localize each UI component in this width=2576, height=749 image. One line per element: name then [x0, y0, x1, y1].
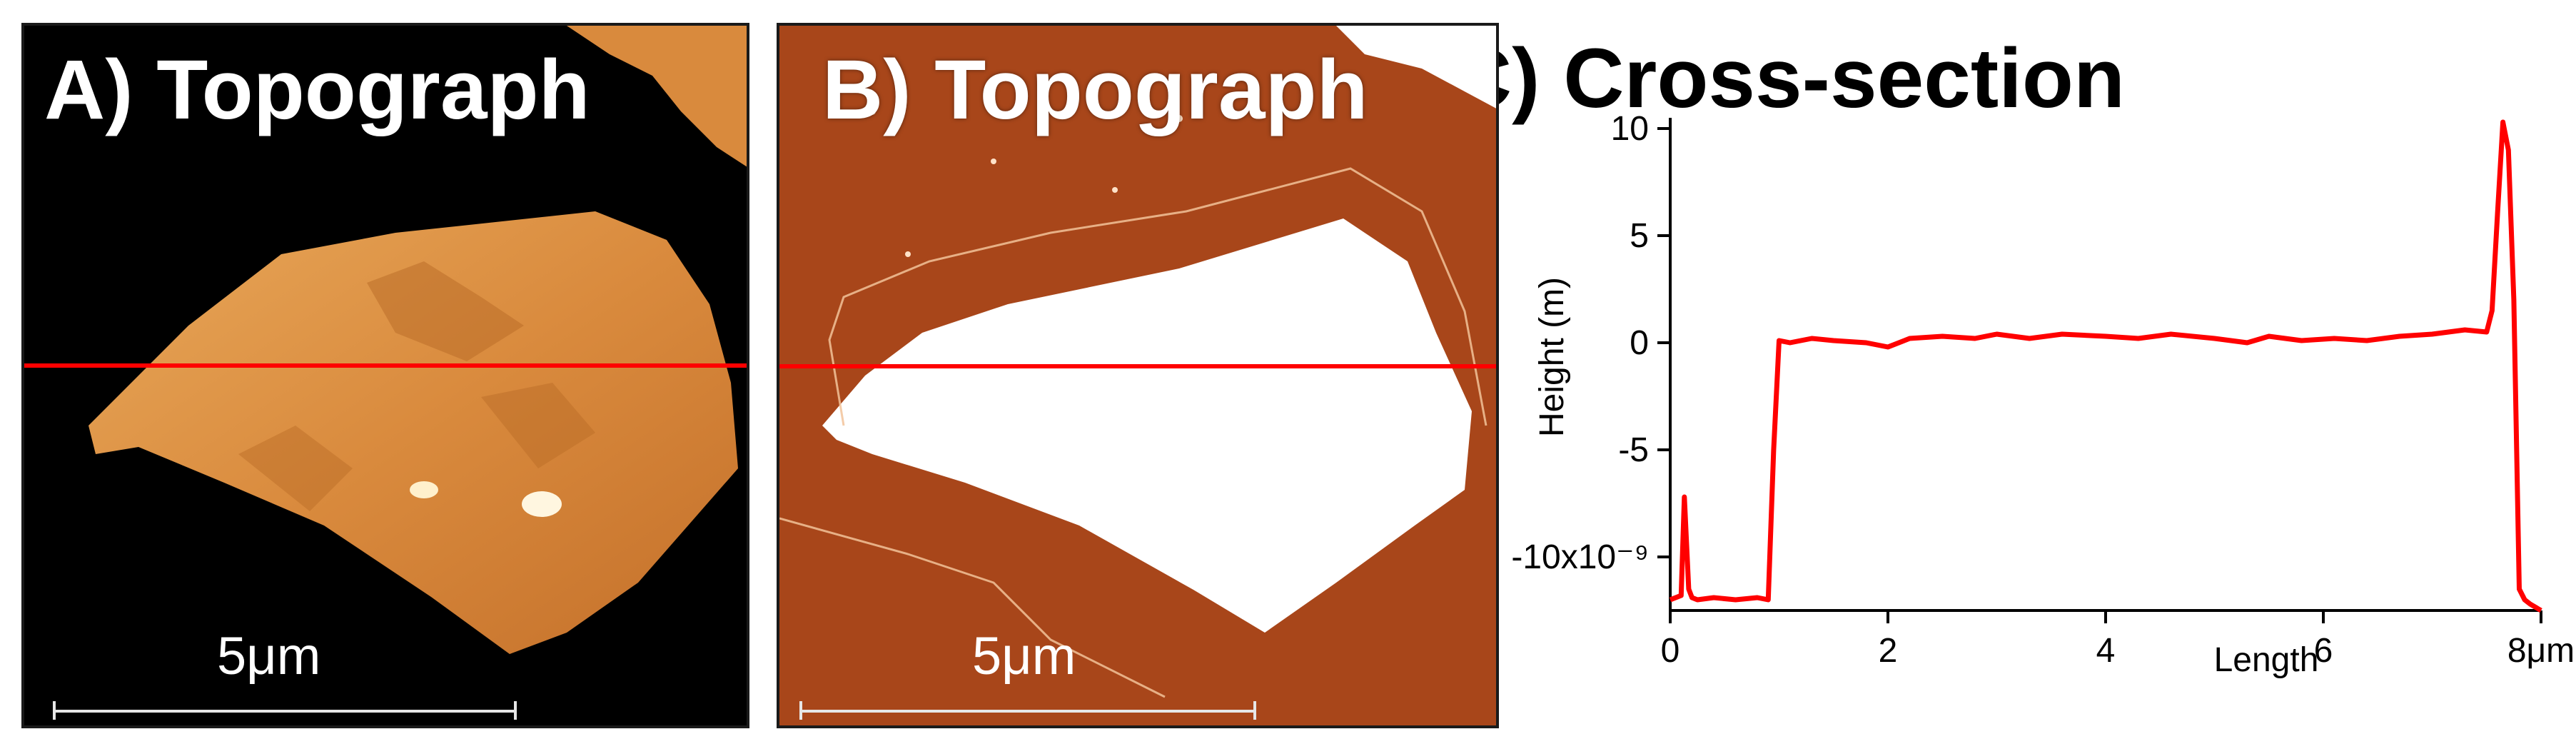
y-tick-label: -5 — [1618, 431, 1649, 469]
surface-particle — [1112, 187, 1118, 193]
flake-darker-region — [481, 383, 595, 468]
surface-particle — [905, 251, 911, 257]
scale-bar-a-label: 5μm — [217, 626, 321, 685]
scale-bar-a-start-tick — [53, 701, 56, 720]
topograph-b-title: B) Topograph — [822, 43, 1368, 137]
topograph-a-panel: A) Topograph 5μm — [21, 23, 749, 728]
y-tick-label: 10 — [1611, 110, 1649, 148]
scale-bar-a-end-tick — [514, 701, 517, 720]
cross-section-chart: C) Cross-section Height (m) Length 10 5 0 -… — [1499, 31, 2575, 679]
surface-particle — [991, 159, 996, 164]
bright-spot — [522, 491, 562, 517]
y-axis-label: Height (m) — [1533, 277, 1571, 437]
top-right-flake — [567, 26, 747, 167]
x-tick-label: 8μm — [2507, 632, 2575, 670]
y-tick-label: 5 — [1630, 217, 1649, 255]
x-tick-label: 4 — [2096, 632, 2116, 670]
scale-bar-b-start-tick — [799, 701, 802, 720]
scale-bar-b — [799, 710, 1256, 713]
flake-edge-line — [828, 167, 1487, 426]
x-tick-label: 2 — [1879, 632, 1898, 670]
y-axis-ticks: 10 5 0 -5 -10x10⁻⁹ — [1511, 110, 1670, 576]
topograph-a-title: A) Topograph — [44, 43, 590, 137]
graphene-flake — [822, 218, 1472, 633]
flake-darker-region — [367, 261, 524, 361]
chart-title: C) Cross-section — [1499, 31, 2125, 126]
cross-section-series-line — [1669, 119, 2542, 613]
surface-particle — [869, 108, 876, 115]
bright-spot — [410, 481, 438, 498]
x-axis-label: Length — [2214, 641, 2319, 679]
top-right-white-region — [1336, 26, 1496, 109]
red-profile-line — [24, 363, 747, 368]
topograph-b-panel: B) Topograph 5μm — [777, 23, 1499, 728]
flake-darker-region — [238, 426, 353, 511]
flake-edge-line — [779, 517, 1166, 698]
y-tick-label: 0 — [1630, 324, 1649, 362]
x-tick-label: 6 — [2314, 632, 2333, 670]
x-axis-ticks: 0 2 4 6 8μm — [1661, 610, 2575, 670]
scale-bar-b-end-tick — [1253, 701, 1256, 720]
x-tick-label: 0 — [1661, 632, 1680, 670]
surface-particle — [1176, 115, 1183, 122]
scale-bar-b-label: 5μm — [972, 626, 1076, 685]
scale-bar-a — [53, 710, 517, 713]
graphene-flake — [89, 211, 738, 654]
red-profile-line — [779, 364, 1496, 368]
topograph-a-image — [24, 26, 747, 654]
topograph-b-image — [779, 26, 1496, 698]
y-tick-label: -10x10⁻⁹ — [1511, 538, 1649, 576]
